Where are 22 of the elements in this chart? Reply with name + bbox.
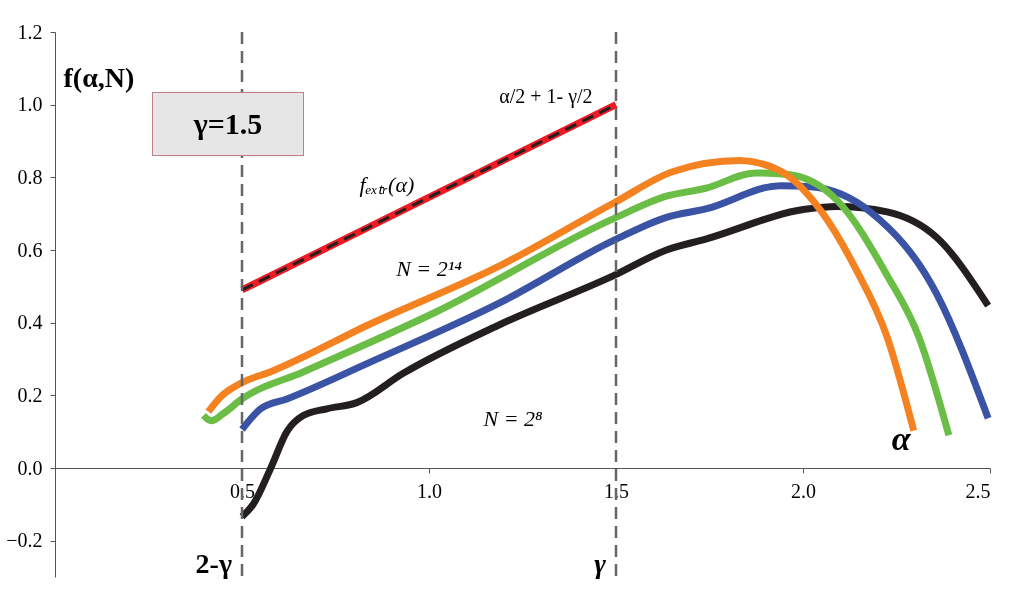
x-axis-title: α xyxy=(891,419,912,457)
y-axis-title: f(α,N) xyxy=(63,61,135,93)
y-tick-label: 0.2 xyxy=(17,383,43,406)
ref-line-label: γ xyxy=(594,548,607,579)
ref-line-label: 2-γ xyxy=(195,548,232,579)
x-tick-label: 1.0 xyxy=(417,479,442,502)
y-tick-label: 0.8 xyxy=(17,165,43,188)
x-tick-label: 2.5 xyxy=(965,479,991,502)
x-tick-label: 1.5 xyxy=(604,479,629,502)
annotation: N = 2⁸ xyxy=(482,405,544,431)
y-tick-label: −0.2 xyxy=(6,529,43,552)
y-tick-label: 0.4 xyxy=(17,311,43,334)
y-tick-label: 0.6 xyxy=(17,238,43,261)
y-tick-label: 1.2 xyxy=(17,20,43,43)
y-tick-label: 1.0 xyxy=(17,93,43,116)
x-tick-label: 0.5 xyxy=(230,479,255,502)
x-tick-label: 2.0 xyxy=(791,479,816,502)
annotation: α/2 + 1- γ/2 xyxy=(499,85,593,109)
annotation: N = 2¹⁴ xyxy=(395,256,463,282)
annotation: fₑₓₜᵣ(α) xyxy=(359,171,415,197)
y-tick-label: 0.0 xyxy=(17,456,43,479)
annotation: γ=1.5 xyxy=(152,92,304,156)
